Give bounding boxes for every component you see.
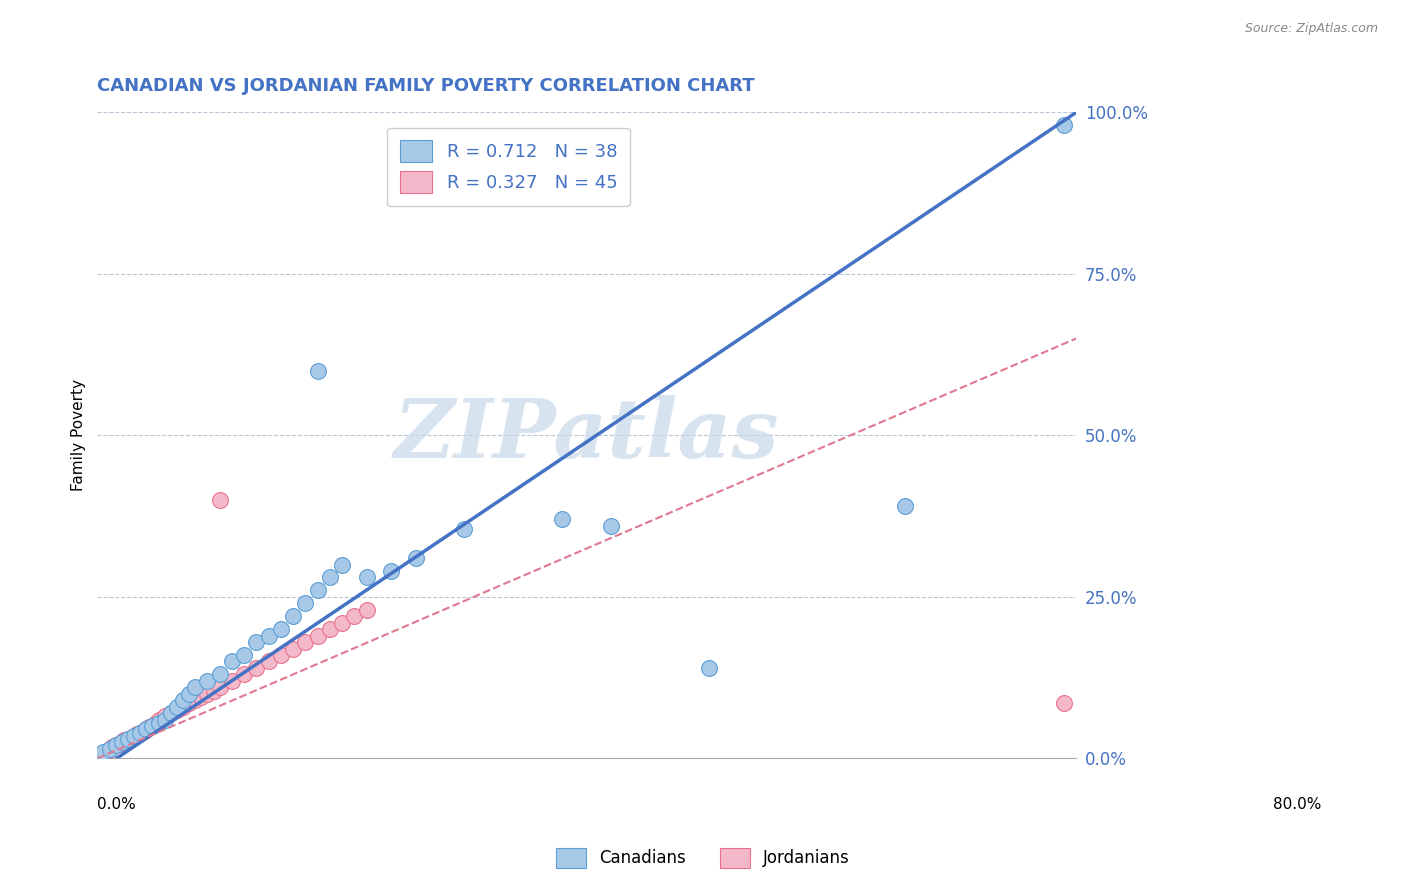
Point — [319, 570, 342, 584]
Point — [132, 724, 155, 739]
Point — [148, 713, 170, 727]
Point — [112, 733, 135, 747]
Point — [208, 667, 231, 681]
Text: 0.0%: 0.0% — [97, 797, 136, 812]
Point — [141, 719, 163, 733]
Point — [166, 699, 188, 714]
Point — [405, 551, 427, 566]
Point — [894, 500, 917, 514]
Point — [233, 667, 256, 681]
Point — [283, 609, 305, 624]
Point — [179, 687, 201, 701]
Point — [159, 706, 181, 720]
Point — [197, 673, 219, 688]
Point — [172, 699, 194, 714]
Point — [330, 615, 353, 630]
Point — [283, 641, 305, 656]
Point — [697, 661, 720, 675]
Point — [172, 693, 194, 707]
Point — [93, 745, 115, 759]
Point — [356, 603, 378, 617]
Point — [319, 622, 342, 636]
Point — [89, 748, 111, 763]
Text: CANADIAN VS JORDANIAN FAMILY POVERTY CORRELATION CHART: CANADIAN VS JORDANIAN FAMILY POVERTY COR… — [97, 78, 755, 95]
Point — [343, 609, 366, 624]
Point — [111, 735, 134, 749]
Point — [245, 661, 267, 675]
Point — [138, 720, 160, 734]
Point — [190, 690, 212, 704]
Point — [122, 729, 145, 743]
Point — [294, 635, 316, 649]
Text: 80.0%: 80.0% — [1272, 797, 1322, 812]
Point — [101, 739, 124, 754]
Point — [330, 558, 353, 572]
Point — [117, 731, 139, 746]
Point — [307, 583, 329, 598]
Point — [104, 739, 127, 753]
Point — [257, 629, 280, 643]
Point — [245, 635, 267, 649]
Point — [208, 492, 231, 507]
Point — [179, 697, 201, 711]
Point — [307, 629, 329, 643]
Point — [197, 687, 219, 701]
Point — [208, 680, 231, 694]
Point — [257, 655, 280, 669]
Point — [307, 364, 329, 378]
Point — [125, 727, 148, 741]
Point — [233, 648, 256, 662]
Point — [111, 735, 134, 749]
Text: ZIPatlas: ZIPatlas — [394, 395, 780, 475]
Point — [98, 741, 121, 756]
Point — [184, 693, 207, 707]
Point — [145, 715, 167, 730]
Point — [141, 719, 163, 733]
Point — [129, 725, 152, 739]
Point — [153, 709, 176, 723]
Point — [1053, 697, 1076, 711]
Point — [135, 723, 157, 737]
Text: Source: ZipAtlas.com: Source: ZipAtlas.com — [1244, 22, 1378, 36]
Point — [270, 648, 292, 662]
Y-axis label: Family Poverty: Family Poverty — [72, 379, 86, 491]
Point — [600, 518, 623, 533]
Point — [117, 731, 139, 746]
Point — [202, 683, 225, 698]
Point — [166, 703, 188, 717]
Point — [148, 715, 170, 730]
Point — [96, 743, 118, 757]
Point — [129, 725, 152, 739]
Point — [104, 739, 127, 753]
Point — [91, 746, 114, 760]
Point — [122, 729, 145, 743]
Point — [294, 596, 316, 610]
Point — [98, 741, 121, 756]
Point — [108, 737, 131, 751]
Point — [221, 673, 243, 688]
Point — [1053, 118, 1076, 132]
Point — [453, 522, 475, 536]
Legend: Canadians, Jordanians: Canadians, Jordanians — [550, 841, 856, 875]
Point — [135, 723, 157, 737]
Point — [184, 680, 207, 694]
Point — [380, 564, 402, 578]
Legend: R = 0.712   N = 38, R = 0.327   N = 45: R = 0.712 N = 38, R = 0.327 N = 45 — [387, 128, 630, 206]
Point — [551, 512, 574, 526]
Point — [121, 731, 143, 745]
Point — [270, 622, 292, 636]
Point — [93, 745, 115, 759]
Point — [153, 713, 176, 727]
Point — [159, 706, 181, 720]
Point — [221, 655, 243, 669]
Point — [356, 570, 378, 584]
